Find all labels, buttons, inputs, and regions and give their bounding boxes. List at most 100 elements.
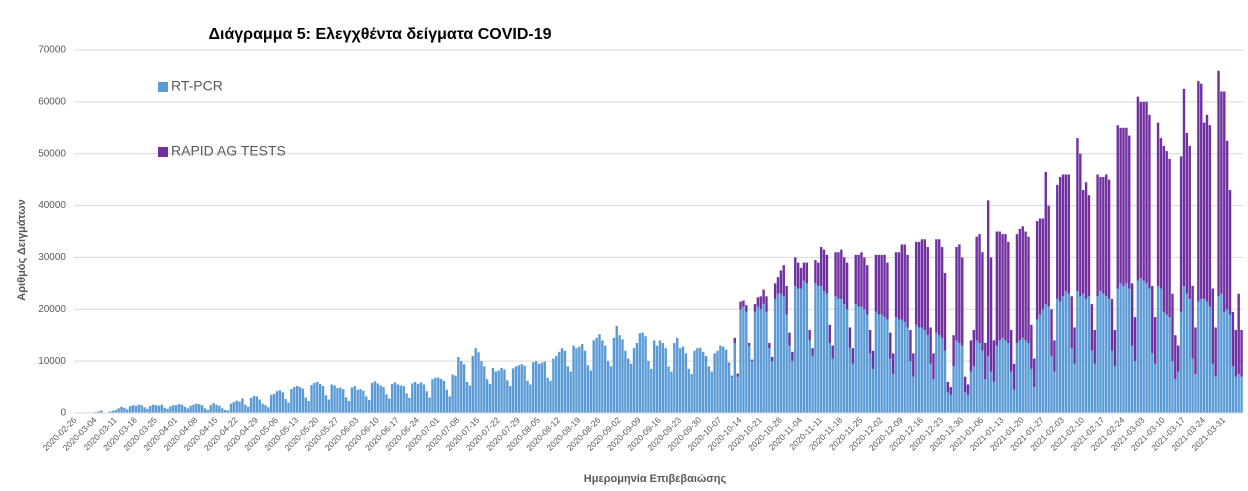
bar-segment — [909, 330, 912, 362]
bar-segment — [883, 317, 886, 413]
bar-segment — [621, 339, 624, 413]
bar-segment — [342, 389, 345, 413]
y-tick-label: 20000 — [38, 304, 66, 315]
legend-label: RT-PCR — [171, 78, 223, 94]
bar-segment — [756, 297, 760, 307]
bar-segment — [946, 392, 950, 413]
bar-segment — [814, 260, 817, 284]
bar-segment — [926, 335, 929, 413]
bar-segment — [226, 410, 230, 413]
bar-segment — [900, 319, 904, 413]
bar-segment — [831, 345, 834, 359]
bar-segment — [676, 337, 679, 413]
bar-segment — [782, 296, 785, 413]
bar-segment — [419, 382, 423, 413]
bar-segment — [906, 254, 909, 328]
bar-segment — [667, 366, 670, 413]
bar-segment — [114, 409, 117, 413]
bar-segment — [206, 409, 210, 413]
bar-segment — [860, 306, 863, 413]
bar-segment — [845, 309, 849, 413]
bar-segment — [1001, 337, 1004, 413]
bar-segment — [880, 254, 883, 315]
bar-segment — [462, 364, 466, 413]
bar-segment — [198, 404, 201, 413]
bar-segment — [1105, 174, 1108, 297]
bar-segment — [1139, 101, 1142, 279]
bar-segment — [785, 314, 788, 413]
bar-segment — [1162, 145, 1166, 312]
bar-segment — [1067, 174, 1071, 294]
bar-segment — [1168, 317, 1171, 413]
bar-segment — [506, 380, 509, 413]
bar-segment — [1125, 283, 1128, 413]
bar-segment — [843, 304, 846, 413]
bar-segment — [831, 358, 834, 413]
bar-segment — [336, 388, 339, 413]
bar-segment — [1223, 311, 1226, 413]
bar-segment — [782, 265, 785, 297]
bar-segment — [664, 348, 667, 413]
bar-segment — [552, 358, 555, 413]
bar-segment — [405, 393, 408, 413]
bar-segment — [995, 345, 999, 413]
bar-segment — [912, 353, 915, 377]
bar-segment — [94, 411, 97, 413]
bar-segment — [428, 397, 431, 413]
bar-segment — [1076, 138, 1079, 292]
bar-segment — [713, 353, 716, 413]
bar-segment — [969, 340, 973, 372]
bar-segment — [1159, 288, 1163, 413]
bar-segment — [1171, 361, 1174, 413]
bar-segment — [203, 408, 207, 413]
bar-segment — [1188, 298, 1191, 413]
bar-segment — [1171, 293, 1174, 362]
bar-segment — [540, 362, 544, 413]
bar-segment — [1012, 389, 1016, 413]
bar-segment — [1105, 296, 1108, 413]
bar-segment — [1202, 122, 1206, 299]
bar-segment — [972, 330, 975, 367]
bar-segment — [768, 342, 771, 349]
bar-segment — [359, 389, 362, 413]
bar-segment — [1038, 314, 1042, 413]
bar-segment — [817, 285, 820, 413]
bar-segment — [367, 400, 371, 413]
bar-segment — [696, 348, 699, 413]
bar-segment — [868, 353, 872, 413]
bar-segment — [886, 262, 889, 320]
bar-segment — [1015, 234, 1019, 343]
bar-segment — [989, 371, 993, 413]
bar-segment — [868, 330, 872, 354]
bar-segment — [534, 361, 538, 413]
bar-segment — [1038, 218, 1042, 315]
bar-segment — [543, 361, 546, 413]
bar-segment — [235, 400, 238, 413]
bar-segment — [1214, 376, 1217, 413]
bar-segment — [871, 350, 875, 369]
bar-segment — [894, 317, 898, 413]
bar-segment — [765, 311, 768, 413]
bar-segment — [981, 252, 984, 351]
bar-segment — [108, 411, 112, 413]
bar-segment — [739, 309, 742, 413]
bar-segment — [1205, 114, 1209, 302]
bar-segment — [874, 311, 878, 413]
bar-segment — [580, 344, 584, 413]
bar-segment — [776, 293, 780, 413]
x-axis-title: Ημερομηνία Επιβεβαιώσης — [584, 473, 727, 485]
bar-segment — [180, 404, 184, 413]
bar-segment — [287, 402, 290, 413]
bar-segment — [1041, 309, 1045, 413]
bar-segment — [586, 365, 590, 413]
bar-segment — [255, 396, 259, 413]
bar-segment — [673, 342, 676, 413]
bar-segment — [290, 389, 293, 413]
bar-segment — [857, 306, 860, 413]
bar-segment — [1185, 132, 1189, 294]
bar-segment — [583, 350, 587, 413]
bar-segment — [1197, 81, 1200, 302]
bar-segment — [1153, 363, 1157, 413]
bar-segment — [638, 333, 641, 413]
bar-segment — [986, 355, 990, 413]
